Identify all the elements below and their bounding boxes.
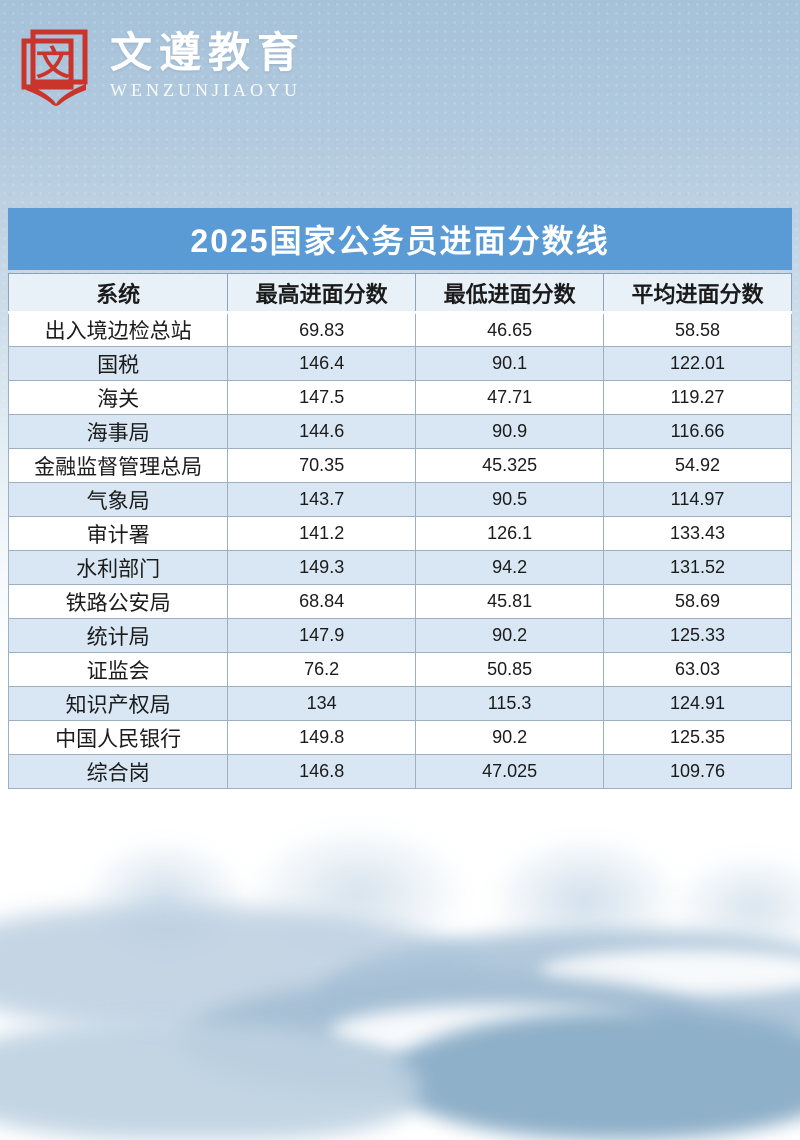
score-cell: 149.3 [227, 550, 417, 585]
score-cell: 47.71 [415, 380, 605, 415]
score-cell: 119.27 [603, 380, 792, 415]
system-name-cell: 海事局 [7, 414, 229, 449]
score-table-body: 出入境边检总站 69.83 46.65 58.58 国税 146.4 90.1 122.01 海… [7, 312, 792, 789]
system-name-cell: 综合岗 [7, 754, 229, 789]
score-cell: 149.8 [227, 720, 417, 755]
score-cell: 109.76 [603, 754, 792, 789]
score-cell: 69.83 [227, 312, 417, 347]
score-cell: 47.025 [415, 754, 605, 789]
score-table: 系统 最高进面分数 最低进面分数 平均进面分数 出入境边检总站 69.83 46.65 58… [7, 273, 792, 789]
score-cell: 115.3 [415, 686, 605, 721]
system-name-cell: 气象局 [7, 482, 229, 517]
brand-header: 文 文遵教育 WENZUNJIAOYU [16, 26, 306, 106]
table-header-row: 系统 最高进面分数 最低进面分数 平均进面分数 [7, 273, 792, 314]
system-name-cell: 铁路公安局 [7, 584, 229, 619]
system-name-cell: 国税 [7, 346, 229, 381]
system-name-cell: 知识产权局 [7, 686, 229, 721]
score-cell: 124.91 [603, 686, 792, 721]
brand-text: 文遵教育 WENZUNJIAOYU [110, 31, 306, 100]
system-name-cell: 统计局 [7, 618, 229, 653]
system-name-cell: 金融监督管理总局 [7, 448, 229, 483]
score-cell: 50.85 [415, 652, 605, 687]
table-row: 审计署 141.2 126.1 133.43 [7, 516, 792, 551]
system-name-cell: 证监会 [7, 652, 229, 687]
score-cell: 45.325 [415, 448, 605, 483]
score-cell: 76.2 [227, 652, 417, 687]
score-cell: 46.65 [415, 312, 605, 347]
score-cell: 122.01 [603, 346, 792, 381]
score-cell: 147.5 [227, 380, 417, 415]
table-row: 水利部门 149.3 94.2 131.52 [7, 550, 792, 585]
column-header-1: 最高进面分数 [227, 273, 417, 314]
score-panel: 2025国家公务员进面分数线 系统 最高进面分数 最低进面分数 平均进面分数 出入境边… [7, 208, 792, 789]
score-cell: 90.9 [415, 414, 605, 449]
system-name-cell: 出入境边检总站 [7, 312, 229, 347]
table-row: 海关 147.5 47.71 119.27 [7, 380, 792, 415]
score-cell: 58.69 [603, 584, 792, 619]
table-row: 统计局 147.9 90.2 125.33 [7, 618, 792, 653]
score-cell: 90.1 [415, 346, 605, 381]
score-cell: 90.5 [415, 482, 605, 517]
score-cell: 131.52 [603, 550, 792, 585]
table-row: 综合岗 146.8 47.025 109.76 [7, 754, 792, 789]
score-cell: 133.43 [603, 516, 792, 551]
score-cell: 125.33 [603, 618, 792, 653]
brand-name: 文遵教育 [110, 29, 307, 77]
panel-title-bar: 2025国家公务员进面分数线 [8, 208, 792, 270]
score-cell: 94.2 [415, 550, 605, 585]
column-header-2: 最低进面分数 [415, 273, 605, 314]
score-cell: 143.7 [227, 482, 417, 517]
score-cell: 134 [227, 686, 417, 721]
table-row: 国税 146.4 90.1 122.01 [7, 346, 792, 381]
panel-title: 2025国家公务员进面分数线 [190, 223, 610, 259]
table-row: 出入境边检总站 69.83 46.65 58.58 [7, 312, 792, 347]
score-cell: 58.58 [603, 312, 792, 347]
system-name-cell: 中国人民银行 [7, 720, 229, 755]
table-row: 铁路公安局 68.84 45.81 58.69 [7, 584, 792, 619]
score-cell: 70.35 [227, 448, 417, 483]
table-row: 气象局 143.7 90.5 114.97 [7, 482, 792, 517]
column-header-3: 平均进面分数 [603, 273, 792, 314]
score-cell: 54.92 [603, 448, 792, 483]
score-cell: 126.1 [415, 516, 605, 551]
column-header-0: 系统 [7, 273, 229, 314]
system-name-cell: 审计署 [7, 516, 229, 551]
score-cell: 90.2 [415, 618, 605, 653]
table-row: 金融监督管理总局 70.35 45.325 54.92 [7, 448, 792, 483]
score-cell: 146.4 [227, 346, 417, 381]
table-row: 中国人民银行 149.8 90.2 125.35 [7, 720, 792, 755]
score-cell: 116.66 [603, 414, 792, 449]
score-cell: 141.2 [227, 516, 417, 551]
score-cell: 125.35 [603, 720, 792, 755]
score-cell: 144.6 [227, 414, 417, 449]
brand-tagline: WENZUNJIAOYU [110, 79, 301, 100]
score-cell: 114.97 [603, 482, 792, 517]
score-cell: 45.81 [415, 584, 605, 619]
system-name-cell: 海关 [7, 380, 229, 415]
score-cell: 90.2 [415, 720, 605, 755]
table-row: 知识产权局 134 115.3 124.91 [7, 686, 792, 721]
table-row: 证监会 76.2 50.85 63.03 [7, 652, 792, 687]
system-name-cell: 水利部门 [7, 550, 229, 585]
score-cell: 147.9 [227, 618, 417, 653]
score-cell: 63.03 [603, 652, 792, 687]
score-cell: 146.8 [227, 754, 417, 789]
wenzun-logo-icon: 文 [21, 29, 88, 106]
score-cell: 68.84 [227, 584, 417, 619]
table-row: 海事局 144.6 90.9 116.66 [7, 414, 792, 449]
logo-glyph: 文 [36, 45, 70, 83]
